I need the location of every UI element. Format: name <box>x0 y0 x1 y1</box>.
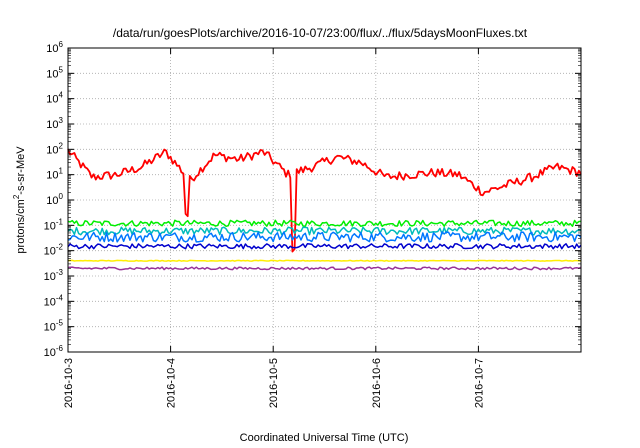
x-tick-label: 2016-10-4 <box>166 358 178 408</box>
y-tick-label: 10-3 <box>44 268 64 283</box>
y-axis-label-main: protons/cm <box>15 199 27 253</box>
y-tick-base: 10 <box>46 43 58 55</box>
y-tick-label: 106 <box>46 40 63 55</box>
grid <box>68 48 581 352</box>
y-axis-label-unit: -s-sr-MeV <box>15 146 27 195</box>
y-tick-base: 10 <box>46 94 58 106</box>
series-line-0 <box>67 148 582 253</box>
series-line-3 <box>67 231 582 243</box>
y-tick-base: 10 <box>46 195 58 207</box>
y-tick-exponent: 4 <box>59 91 64 100</box>
y-tick-label: 101 <box>46 167 63 182</box>
y-tick-exponent: 2 <box>59 141 64 150</box>
y-tick-base: 10 <box>44 220 56 232</box>
y-tick-exponent: -1 <box>56 217 64 226</box>
series-line-6 <box>67 266 582 271</box>
y-tick-base: 10 <box>46 170 58 182</box>
y-tick-exponent: 0 <box>59 192 64 201</box>
x-tick-label: 2016-10-5 <box>268 358 280 408</box>
series-line-1 <box>67 219 582 228</box>
y-tick-exponent: -6 <box>56 344 64 353</box>
chart-title: /data/run/goesPlots/archive/2016-10-07/2… <box>113 26 528 40</box>
y-tick-label: 103 <box>46 116 63 131</box>
y-tick-label: 104 <box>46 91 63 106</box>
y-tick-label: 105 <box>46 65 63 80</box>
y-axis-label: protons/cm2-s-sr-MeV <box>12 146 27 254</box>
y-tick-exponent: -3 <box>56 268 64 277</box>
series-line-2 <box>67 226 582 236</box>
y-tick-exponent: 1 <box>59 167 64 176</box>
y-tick-base: 10 <box>44 296 56 308</box>
y-tick-base: 10 <box>44 246 56 258</box>
y-tick-label: 10-1 <box>44 217 64 232</box>
y-tick-label: 10-5 <box>44 319 64 334</box>
x-tick-label: 2016-10-6 <box>371 358 383 408</box>
y-tick-label: 10-6 <box>44 344 64 359</box>
y-tick-exponent: -2 <box>56 243 64 252</box>
series-line-5 <box>67 259 582 262</box>
y-tick-exponent: 3 <box>59 116 64 125</box>
series-line-4 <box>67 243 582 250</box>
y-tick-exponent: -4 <box>56 293 64 302</box>
y-tick-exponent: -5 <box>56 319 64 328</box>
y-tick-label: 100 <box>46 192 63 207</box>
y-tick-base: 10 <box>44 347 56 359</box>
series-group <box>67 148 582 271</box>
y-tick-exponent: 5 <box>59 65 64 74</box>
y-axis-label-superscript: 2 <box>12 194 21 199</box>
y-tick-base: 10 <box>44 322 56 334</box>
y-tick-base: 10 <box>46 119 58 131</box>
y-tick-base: 10 <box>44 271 56 283</box>
x-axis: 2016-10-3 2016-10-4 2016-10-5 2016-10-6 2016… <box>63 48 485 408</box>
y-tick-label: 10-2 <box>44 243 64 258</box>
y-axis: 10-610-510-410-310-210-11001011021031041… <box>44 40 581 359</box>
plot-frame <box>67 47 582 353</box>
y-tick-label: 10-4 <box>44 293 64 308</box>
y-tick-label: 102 <box>46 141 63 156</box>
y-tick-base: 10 <box>46 144 58 156</box>
x-tick-label: 2016-10-3 <box>63 358 75 408</box>
x-tick-label: 2016-10-7 <box>473 358 485 408</box>
x-axis-label: Coordinated Universal Time (UTC) <box>240 432 409 444</box>
y-tick-exponent: 6 <box>59 40 64 49</box>
y-tick-base: 10 <box>46 68 58 80</box>
